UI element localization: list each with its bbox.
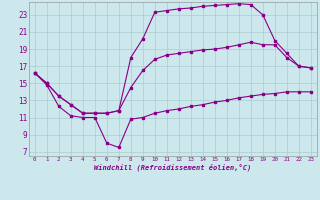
X-axis label: Windchill (Refroidissement éolien,°C): Windchill (Refroidissement éolien,°C) — [94, 164, 252, 171]
